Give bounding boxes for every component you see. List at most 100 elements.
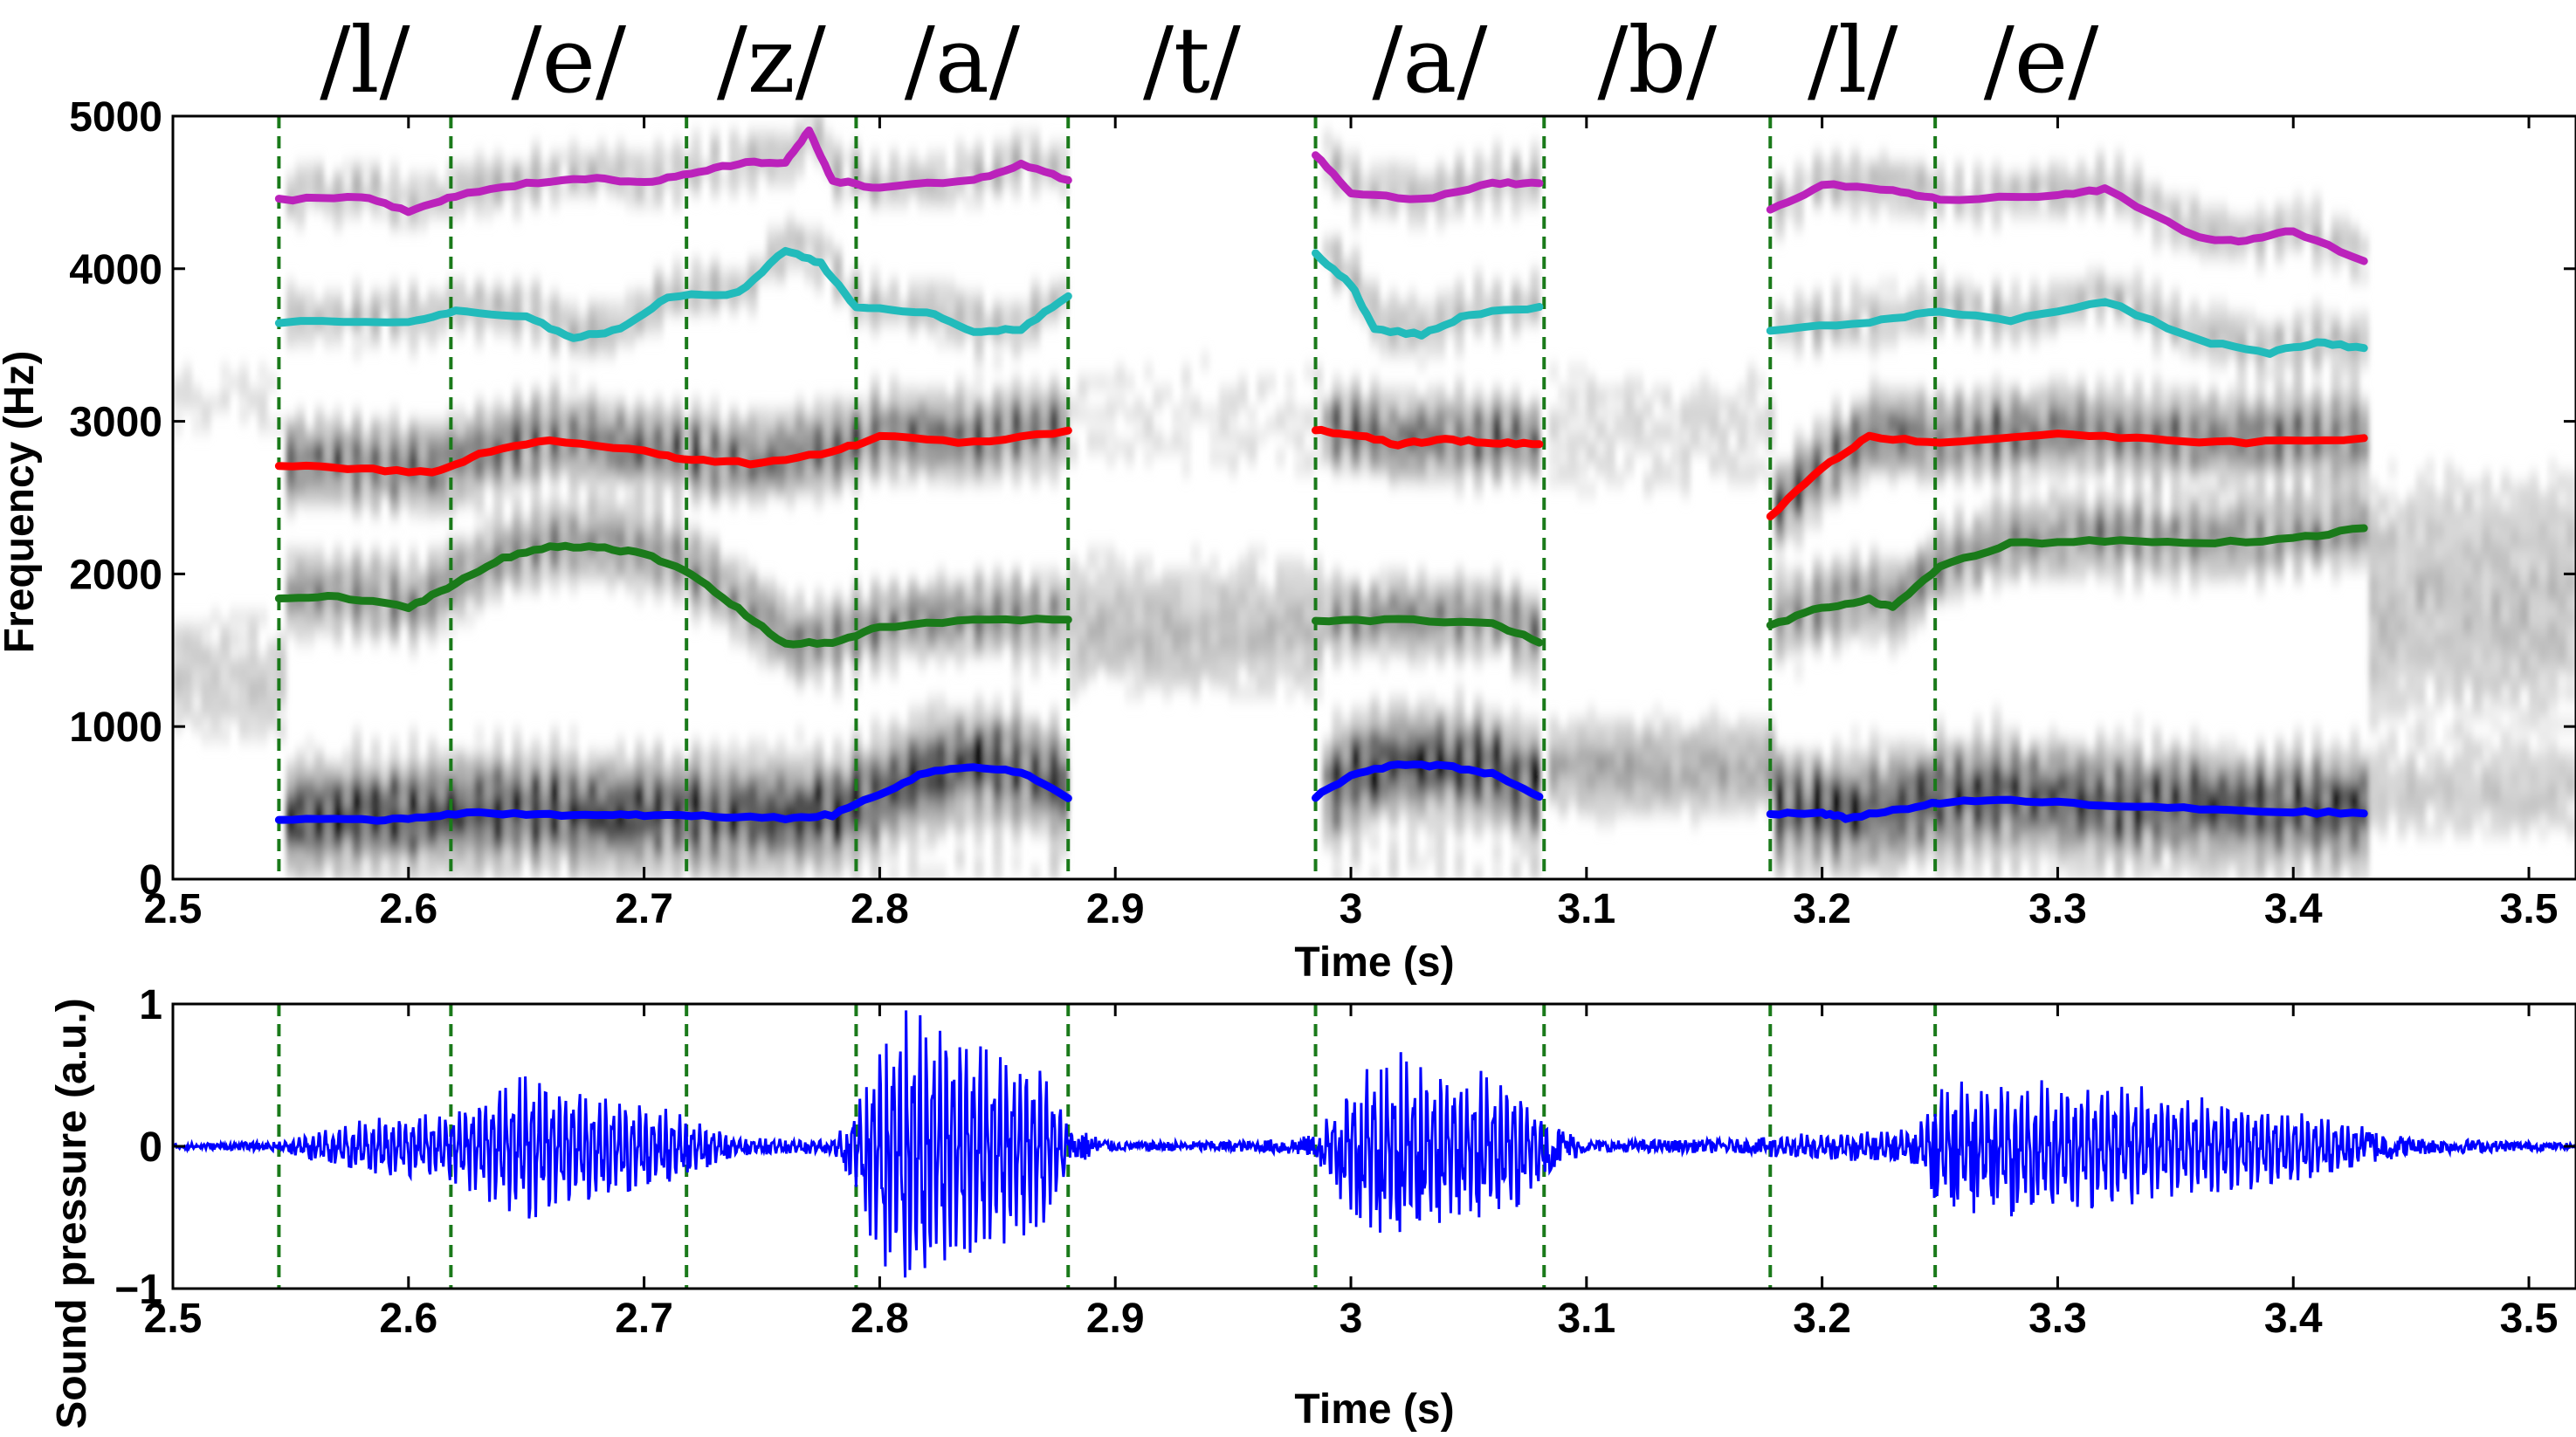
spectrogram-cell bbox=[1416, 451, 1427, 464]
spectrogram-cell bbox=[437, 441, 447, 453]
spectrogram-cell bbox=[1416, 206, 1427, 217]
spectrogram-cell bbox=[531, 804, 541, 816]
spectrogram-cell bbox=[512, 794, 522, 805]
spectrogram-cell bbox=[1511, 409, 1521, 421]
spectrogram-cell bbox=[879, 451, 890, 464]
spectrogram-cell bbox=[1454, 815, 1465, 827]
spectrogram-cell bbox=[719, 612, 730, 623]
spectrogram-cell bbox=[644, 580, 654, 592]
spectrogram-cell bbox=[1379, 804, 1389, 816]
spectrogram-cell bbox=[1586, 708, 1597, 719]
spectrogram-cell bbox=[502, 174, 513, 186]
spectrogram-cell bbox=[813, 601, 824, 613]
spectrogram-cell bbox=[879, 739, 890, 752]
spectrogram-cell bbox=[700, 547, 711, 560]
spectrogram-cell bbox=[1030, 739, 1041, 752]
spectrogram-cell bbox=[634, 857, 645, 870]
spectrogram-cell bbox=[983, 601, 994, 613]
spectrogram-cell bbox=[1379, 729, 1389, 741]
spectrogram-cell bbox=[313, 794, 325, 805]
spectrogram-cell bbox=[1520, 665, 1531, 677]
spectrogram-cell bbox=[946, 804, 956, 816]
spectrogram-cell bbox=[1257, 430, 1267, 442]
spectrogram-cell bbox=[521, 451, 532, 464]
spectrogram-cell bbox=[889, 580, 899, 592]
spectrogram-cell bbox=[578, 430, 589, 442]
spectrogram-cell bbox=[1511, 729, 1521, 741]
spectrogram-cell bbox=[1078, 569, 1088, 581]
spectrogram-cell bbox=[1774, 601, 1786, 613]
spectrogram-cell bbox=[907, 388, 919, 399]
spectrogram-cell bbox=[728, 184, 740, 196]
spectrogram-cell bbox=[1125, 643, 1135, 656]
spectrogram-cell bbox=[625, 409, 636, 421]
spectrogram-cell bbox=[926, 698, 937, 709]
spectrogram-cell bbox=[1652, 761, 1663, 774]
spectrogram-cell bbox=[625, 302, 636, 314]
spectrogram-cell bbox=[1454, 462, 1465, 474]
spectrogram-cell bbox=[672, 526, 683, 538]
spectrogram-cell bbox=[926, 462, 937, 474]
spectrogram-cell bbox=[983, 398, 994, 410]
spectrogram-cell bbox=[559, 569, 569, 581]
spectrogram-cell bbox=[1369, 409, 1380, 421]
spectrogram-cell bbox=[992, 355, 1003, 368]
spectrogram-cell bbox=[1774, 794, 1786, 805]
spectrogram-cell bbox=[492, 451, 504, 464]
spectrogram-cell bbox=[531, 302, 541, 314]
spectrogram-cell bbox=[775, 836, 787, 848]
spectrogram-cell bbox=[757, 868, 768, 879]
spectrogram-cell bbox=[276, 665, 287, 677]
spectrogram-cell bbox=[795, 857, 805, 870]
spectrogram-cell bbox=[1360, 772, 1371, 784]
spectrogram-cell bbox=[1030, 761, 1041, 774]
spectrogram-cell bbox=[823, 409, 834, 421]
spectrogram-cell bbox=[549, 847, 561, 859]
spectrogram-cell bbox=[860, 419, 871, 431]
spectrogram-cell bbox=[323, 419, 334, 431]
spectrogram-cell bbox=[1794, 782, 1804, 794]
spectrogram-cell bbox=[578, 516, 589, 527]
spectrogram-cell bbox=[1774, 772, 1786, 784]
spectrogram-cell bbox=[889, 153, 899, 164]
spectrogram-cell bbox=[1436, 206, 1446, 217]
spectrogram-cell bbox=[795, 163, 805, 175]
spectrogram-cell bbox=[879, 195, 890, 207]
spectrogram-cell bbox=[616, 430, 626, 442]
spectrogram-cell bbox=[559, 398, 569, 410]
spectrogram-cell bbox=[1351, 409, 1361, 421]
spectrogram-cell bbox=[1709, 729, 1719, 741]
spectrogram-cell bbox=[889, 751, 899, 762]
spectrogram-cell bbox=[644, 313, 654, 325]
spectrogram-cell bbox=[492, 163, 504, 175]
spectrogram-cell bbox=[1265, 419, 1277, 431]
spectrogram-cell bbox=[1718, 751, 1729, 762]
spectrogram-cell bbox=[437, 612, 447, 623]
spectrogram-cell bbox=[851, 430, 862, 442]
spectrogram-cell bbox=[1105, 643, 1116, 656]
spectrogram-cell bbox=[889, 174, 899, 186]
spectrogram-cell bbox=[672, 484, 683, 496]
spectrogram-cell bbox=[1143, 633, 1154, 645]
spectrogram-cell bbox=[832, 141, 843, 154]
spectrogram-cell bbox=[946, 739, 956, 752]
spectrogram-cell bbox=[492, 302, 504, 314]
spectrogram-cell bbox=[1774, 217, 1786, 229]
spectrogram-cell bbox=[860, 825, 871, 837]
spectrogram-cell bbox=[1011, 751, 1022, 762]
spectrogram-cell bbox=[1454, 868, 1465, 879]
spectrogram-cell bbox=[1680, 398, 1691, 410]
spectrogram-cell bbox=[1322, 601, 1333, 613]
spectrogram-cell bbox=[465, 580, 475, 592]
spectrogram-cell bbox=[1416, 633, 1427, 645]
spectrogram-cell bbox=[1021, 794, 1031, 805]
spectrogram-cell bbox=[1341, 739, 1352, 752]
spectrogram-cell bbox=[860, 409, 871, 421]
spectrogram-cell bbox=[437, 494, 447, 506]
spectrogram-cell bbox=[1501, 751, 1512, 762]
spectrogram-cell bbox=[399, 184, 410, 196]
spectrogram-cell bbox=[710, 153, 720, 164]
spectrogram-cell bbox=[531, 153, 541, 164]
spectrogram-cell bbox=[1068, 686, 1078, 698]
spectrogram-cell bbox=[474, 782, 485, 794]
